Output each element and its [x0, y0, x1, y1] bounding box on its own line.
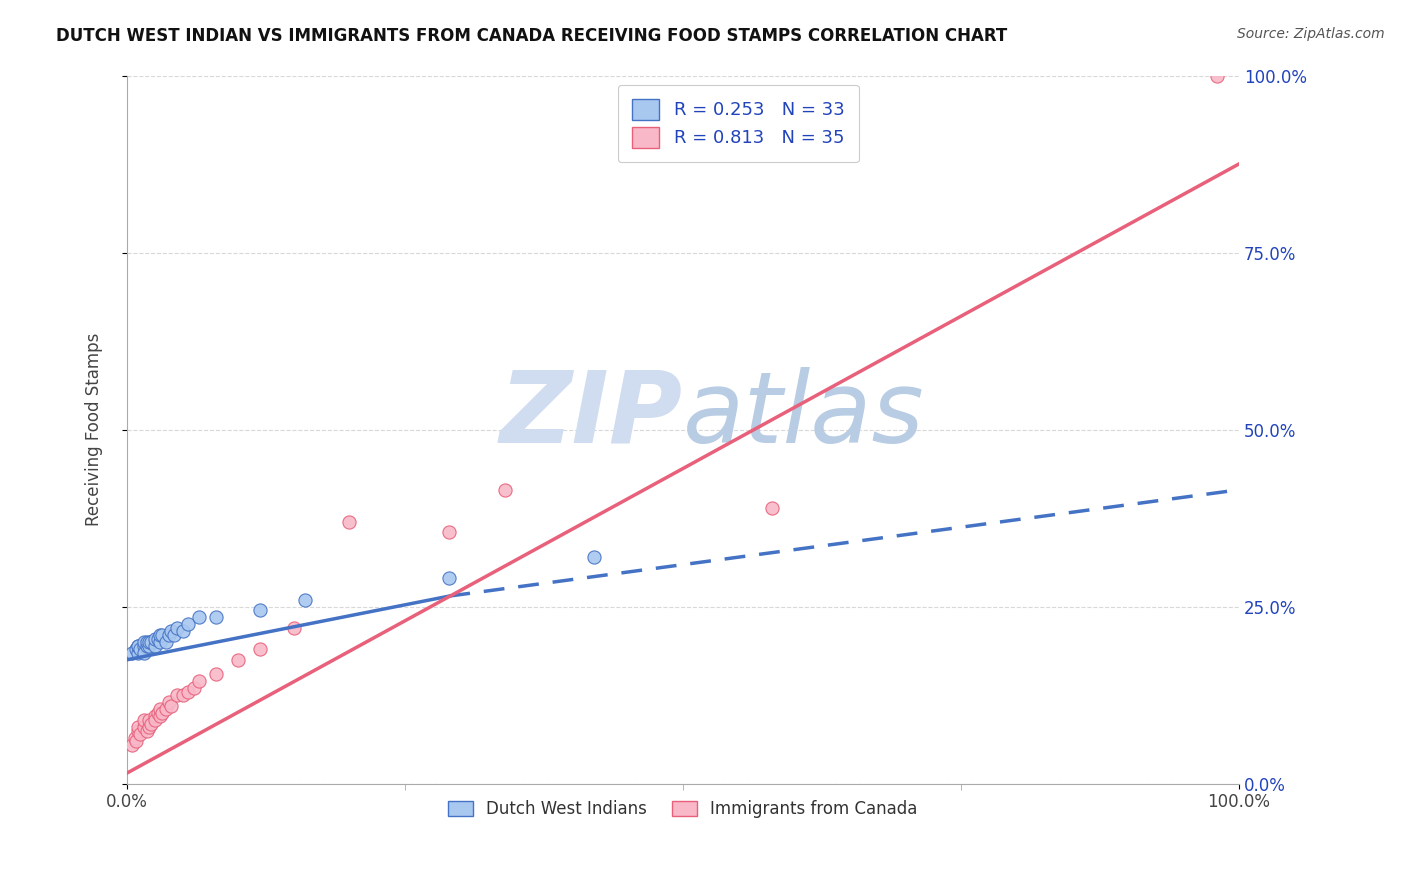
Point	[761, 500, 783, 515]
Point	[149, 702, 172, 716]
Point	[125, 642, 148, 657]
Point	[127, 720, 149, 734]
Text: Source: ZipAtlas.com: Source: ZipAtlas.com	[1237, 27, 1385, 41]
Point	[132, 635, 155, 649]
Point	[155, 702, 177, 716]
Point	[283, 621, 305, 635]
Point	[132, 720, 155, 734]
Point	[166, 688, 188, 702]
Point	[582, 550, 605, 565]
Point	[125, 734, 148, 748]
Point	[135, 639, 157, 653]
Point	[132, 713, 155, 727]
Point	[143, 713, 166, 727]
Point	[135, 635, 157, 649]
Point	[249, 642, 271, 657]
Point	[294, 592, 316, 607]
Point	[439, 571, 461, 585]
Point	[121, 646, 143, 660]
Point	[183, 681, 205, 695]
Point	[155, 635, 177, 649]
Point	[494, 483, 516, 497]
Point	[177, 684, 200, 698]
Point	[149, 709, 172, 723]
Point	[135, 723, 157, 738]
Point	[149, 635, 172, 649]
Point	[146, 706, 169, 720]
Point	[138, 639, 160, 653]
Point	[177, 617, 200, 632]
Point	[166, 621, 188, 635]
Point	[127, 646, 149, 660]
Point	[205, 610, 228, 624]
Point	[337, 515, 360, 529]
Point	[172, 624, 194, 639]
Point	[172, 688, 194, 702]
Point	[160, 624, 183, 639]
Point	[127, 639, 149, 653]
Point	[129, 727, 152, 741]
Point	[143, 639, 166, 653]
Point	[162, 628, 184, 642]
Point	[138, 720, 160, 734]
Legend: Dutch West Indians, Immigrants from Canada: Dutch West Indians, Immigrants from Cana…	[441, 794, 925, 825]
Point	[439, 525, 461, 540]
Point	[188, 674, 211, 689]
Point	[129, 642, 152, 657]
Point	[127, 639, 149, 653]
Point	[160, 698, 183, 713]
Point	[143, 709, 166, 723]
Text: ZIP: ZIP	[501, 367, 683, 464]
Point	[152, 628, 174, 642]
Point	[1205, 69, 1227, 83]
Point	[132, 646, 155, 660]
Y-axis label: Receiving Food Stamps: Receiving Food Stamps	[86, 333, 103, 526]
Point	[149, 628, 172, 642]
Point	[188, 610, 211, 624]
Point	[124, 731, 146, 745]
Point	[127, 723, 149, 738]
Point	[143, 632, 166, 646]
Point	[226, 653, 249, 667]
Text: DUTCH WEST INDIAN VS IMMIGRANTS FROM CANADA RECEIVING FOOD STAMPS CORRELATION CH: DUTCH WEST INDIAN VS IMMIGRANTS FROM CAN…	[56, 27, 1008, 45]
Point	[146, 632, 169, 646]
Point	[138, 635, 160, 649]
Point	[132, 639, 155, 653]
Point	[121, 738, 143, 752]
Text: atlas: atlas	[683, 367, 925, 464]
Point	[249, 603, 271, 617]
Point	[157, 695, 180, 709]
Point	[138, 713, 160, 727]
Point	[157, 628, 180, 642]
Point	[141, 635, 163, 649]
Point	[152, 706, 174, 720]
Point	[205, 667, 228, 681]
Point	[141, 716, 163, 731]
